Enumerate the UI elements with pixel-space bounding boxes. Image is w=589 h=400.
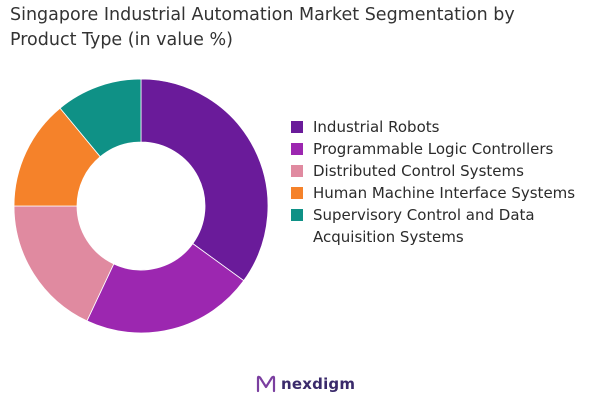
- donut-chart: [13, 78, 269, 334]
- brand-logo: nexdigm: [256, 372, 355, 396]
- chart-legend: Industrial Robots Programmable Logic Con…: [291, 116, 583, 248]
- chart-title: Singapore Industrial Automation Market S…: [10, 5, 515, 50]
- legend-item-plc: Programmable Logic Controllers: [291, 138, 583, 160]
- legend-label: Programmable Logic Controllers: [313, 140, 554, 158]
- donut-slice: [140, 78, 269, 282]
- brand-name: nexdigm: [281, 375, 356, 393]
- legend-swatch: [291, 143, 303, 155]
- nexdigm-logo-icon: [256, 375, 276, 393]
- legend-label: Industrial Robots: [313, 118, 440, 136]
- legend-item-industrial-robots: Industrial Robots: [291, 116, 583, 138]
- donut-slice: [59, 78, 142, 158]
- legend-item-hmi: Human Machine Interface Systems: [291, 182, 583, 204]
- donut-slice: [13, 205, 115, 322]
- legend-label: Supervisory Control and Data Acquisition…: [313, 206, 535, 246]
- legend-label: Human Machine Interface Systems: [313, 184, 576, 202]
- legend-item-scada: Supervisory Control and Data Acquisition…: [291, 204, 583, 248]
- legend-item-dcs: Distributed Control Systems: [291, 160, 583, 182]
- legend-swatch: [291, 209, 303, 221]
- legend-swatch: [291, 121, 303, 133]
- donut-slice: [86, 243, 245, 334]
- legend-swatch: [291, 165, 303, 177]
- legend-swatch: [291, 187, 303, 199]
- legend-label: Distributed Control Systems: [313, 162, 524, 180]
